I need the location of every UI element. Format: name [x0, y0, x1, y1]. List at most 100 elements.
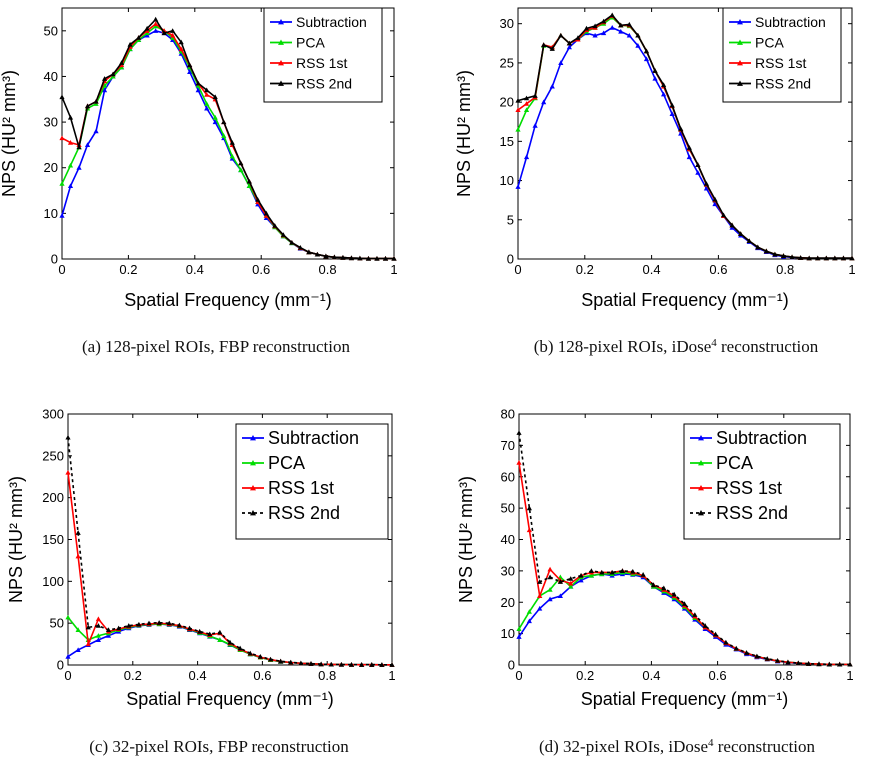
- data-point: [599, 569, 605, 575]
- data-point: [609, 12, 615, 18]
- y-tick-label: 0: [57, 658, 64, 673]
- data-point: [76, 165, 82, 170]
- data-point: [308, 661, 314, 666]
- x-tick-label: 0.4: [189, 668, 207, 683]
- data-point: [566, 44, 572, 50]
- y-tick-label: 250: [42, 448, 64, 463]
- data-point: [549, 83, 555, 89]
- x-tick-label: 0: [58, 262, 65, 277]
- data-point: [359, 662, 365, 667]
- data-point: [95, 633, 101, 638]
- data-point: [806, 255, 812, 261]
- data-point: [652, 68, 658, 73]
- data-point: [660, 91, 667, 97]
- data-point: [537, 593, 543, 599]
- data-point: [229, 140, 235, 145]
- x-tick-label: 0.2: [576, 668, 594, 683]
- data-point: [849, 255, 855, 261]
- data-point: [67, 114, 74, 120]
- data-point: [126, 623, 132, 628]
- data-point: [263, 210, 269, 216]
- legend-label: Subtraction: [268, 428, 359, 448]
- data-point: [84, 142, 91, 147]
- data-point: [246, 178, 252, 184]
- legend: Subtraction PCA RSS 1st RSS 2nd: [235, 423, 389, 540]
- data-point: [541, 42, 547, 47]
- x-tick-label: 0.2: [119, 262, 137, 277]
- data-point: [84, 103, 91, 109]
- data-point: [516, 626, 522, 631]
- y-tick-label: 70: [501, 438, 515, 453]
- data-point: [601, 18, 607, 24]
- data-point: [618, 28, 624, 34]
- data-point: [166, 620, 172, 626]
- data-point: [720, 212, 727, 218]
- data-point: [729, 225, 735, 230]
- series-rss-2nd: [59, 16, 397, 261]
- data-point: [686, 145, 692, 150]
- legend-box: [683, 423, 841, 540]
- data-point: [374, 255, 380, 261]
- series-rss-2nd: [515, 12, 855, 261]
- data-point: [204, 105, 210, 111]
- data-point: [195, 80, 201, 86]
- x-tick-label: 1: [846, 668, 853, 683]
- data-point: [237, 645, 243, 651]
- legend-marker: [737, 80, 743, 86]
- data-point: [227, 639, 233, 645]
- data-point: [136, 35, 142, 40]
- data-point: [832, 255, 838, 261]
- data-point: [826, 661, 832, 667]
- data-point: [65, 654, 71, 659]
- y-axis-label: NPS (HU² mm³): [454, 70, 474, 197]
- data-point: [583, 25, 590, 31]
- data-point: [348, 662, 355, 667]
- data-point: [806, 661, 812, 666]
- data-point: [823, 255, 829, 261]
- chart-panel-c: 0 0.2 0.4 0.6 0.8 1 0 50 100 150 200 250 300 Spatial …: [6, 407, 396, 757]
- data-point: [516, 430, 522, 435]
- data-point: [379, 662, 385, 667]
- panel-caption: (b) 128-pixel ROIs, iDose4 reconstructio…: [534, 337, 819, 356]
- x-tick-label: 0: [64, 668, 71, 683]
- data-point: [93, 98, 99, 104]
- series-line: [67, 437, 392, 666]
- x-tick-label: 1: [848, 262, 855, 277]
- data-point: [297, 244, 303, 250]
- data-point: [669, 102, 675, 108]
- legend-label: RSS 1st: [296, 55, 347, 71]
- series-rss-2nd: [516, 430, 853, 667]
- data-point: [575, 35, 581, 40]
- data-point: [101, 82, 108, 88]
- x-tick-label: 0.8: [319, 262, 337, 277]
- legend-label: PCA: [716, 453, 753, 473]
- data-point: [537, 605, 543, 611]
- data-point: [289, 239, 295, 245]
- data-point: [661, 585, 667, 591]
- x-tick-label: 0.2: [124, 668, 142, 683]
- y-tick-label: 80: [501, 407, 515, 422]
- data-point: [754, 653, 760, 659]
- data-point: [75, 553, 81, 559]
- legend-marker: [278, 80, 284, 86]
- data-point: [75, 647, 81, 653]
- data-point: [389, 662, 395, 667]
- data-point: [549, 46, 555, 51]
- data-point: [280, 232, 286, 237]
- data-point: [116, 625, 122, 631]
- y-tick-label: 15: [500, 134, 514, 149]
- data-point: [746, 238, 752, 244]
- y-tick-label: 0: [508, 658, 515, 673]
- legend-label: RSS 2nd: [268, 503, 340, 523]
- data-point: [609, 25, 615, 30]
- data-point: [568, 583, 574, 589]
- y-axis-label: NPS (HU² mm³): [6, 476, 26, 603]
- data-point: [288, 659, 294, 665]
- data-point: [840, 255, 847, 261]
- data-point: [136, 621, 142, 627]
- data-point: [547, 574, 553, 580]
- data-point: [278, 658, 284, 664]
- data-point: [85, 624, 91, 630]
- legend-marker: [278, 19, 284, 25]
